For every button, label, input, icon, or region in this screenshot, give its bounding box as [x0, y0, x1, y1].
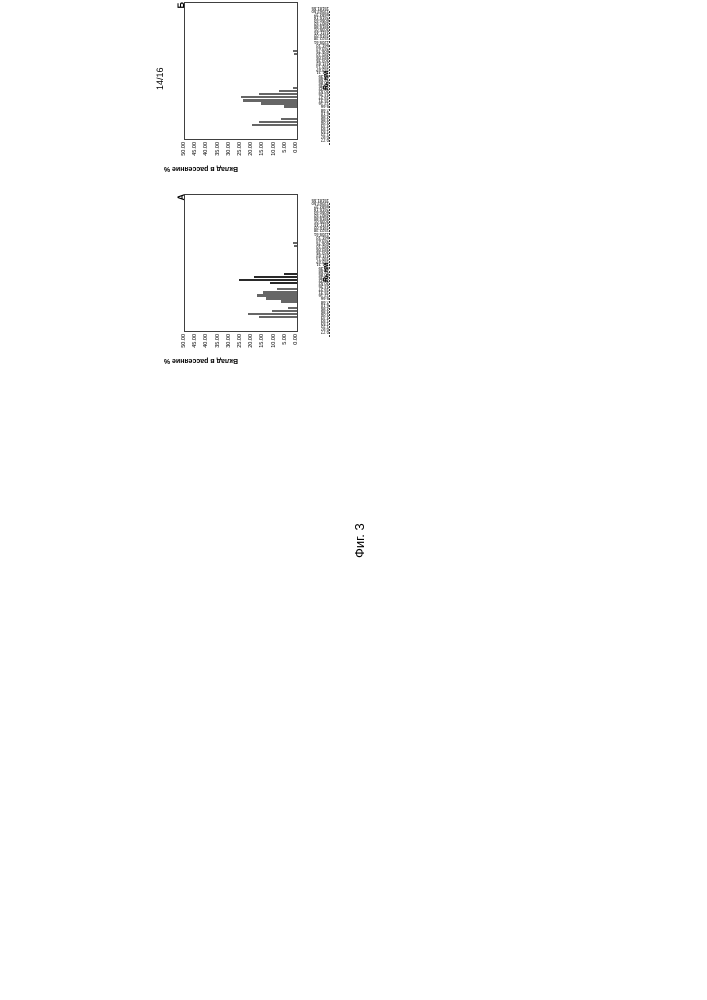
y-tick: 10.00: [271, 142, 277, 156]
bar: [259, 93, 297, 96]
y-tick: 10.00: [271, 334, 277, 348]
y-tick: 50.00: [181, 334, 187, 348]
y-tick: 15.00: [259, 142, 265, 156]
charts-container: А50.0045.0040.0035.0030.0025.0020.0015.0…: [180, 0, 340, 360]
y-tick: 30.00: [226, 334, 232, 348]
bar: [248, 313, 297, 316]
bar: [281, 118, 297, 121]
bar: [272, 310, 297, 313]
y-tick: 35.00: [215, 334, 221, 348]
bar: [284, 273, 297, 276]
bar: [263, 291, 297, 294]
y-axis-title: Вклад в рассеяние %: [164, 165, 238, 172]
y-tick: 40.00: [203, 334, 209, 348]
bar: [243, 99, 297, 102]
y-axis: 50.00 45.00 40.00 35.00 30.00 25.00 20.00 15.00…: [180, 140, 298, 168]
plot-area: [184, 194, 298, 332]
y-tick: 5.00: [282, 142, 288, 153]
figure-caption: Фиг. 3: [352, 523, 367, 558]
y-tick: 30.00: [226, 142, 232, 156]
bar: [259, 121, 297, 124]
page-number: 14/16: [155, 67, 165, 90]
y-tick: 25.00: [237, 142, 243, 156]
x-tick: 15181.55: [312, 198, 329, 203]
y-tick: 35.00: [215, 142, 221, 156]
bar: [261, 102, 297, 105]
y-tick: 20.00: [248, 334, 254, 348]
y-tick: 15.00: [259, 334, 265, 348]
x-tick: 15181.55: [312, 6, 329, 11]
chart: Б50.0045.0040.0035.0030.0025.0020.0015.0…: [180, 0, 330, 168]
y-tick: 0.00: [293, 334, 299, 345]
bar: [252, 124, 297, 127]
y-tick: 20.00: [248, 142, 254, 156]
y-tick: 5.00: [282, 334, 288, 345]
y-tick: 45.00: [192, 142, 198, 156]
bar: [277, 288, 297, 291]
y-tick: 25.00: [237, 334, 243, 348]
bar: [284, 105, 297, 108]
x-ticks: 0.770.971.221.531.932.433.063.854.856.10…: [297, 196, 327, 332]
plot-area: [184, 2, 298, 140]
bar: [254, 276, 297, 279]
bars-group: [185, 195, 297, 331]
bars-group: [185, 3, 297, 139]
y-tick: 50.00: [181, 142, 187, 156]
bar: [288, 307, 297, 310]
bar: [270, 282, 297, 285]
y-tick: 40.00: [203, 142, 209, 156]
bar: [279, 90, 297, 93]
y-axis-title: Вклад в рассеяние %: [164, 357, 238, 364]
bar: [241, 96, 297, 99]
bar: [266, 297, 297, 300]
bar: [259, 316, 297, 319]
bar: [281, 300, 297, 303]
chart: А50.0045.0040.0035.0030.0025.0020.0015.0…: [180, 192, 330, 360]
x-ticks: 0.770.971.221.531.932.433.063.854.856.10…: [297, 4, 327, 140]
bar: [239, 279, 297, 282]
y-tick: 45.00: [192, 334, 198, 348]
y-axis: 50.00 45.00 40.00 35.00 30.00 25.00 20.00 15.00…: [180, 332, 298, 360]
y-tick: 0.00: [293, 142, 299, 153]
page: 14/16 Фиг. 3 А50.0045.0040.0035.0030.002…: [0, 0, 707, 1000]
bar: [257, 294, 297, 297]
